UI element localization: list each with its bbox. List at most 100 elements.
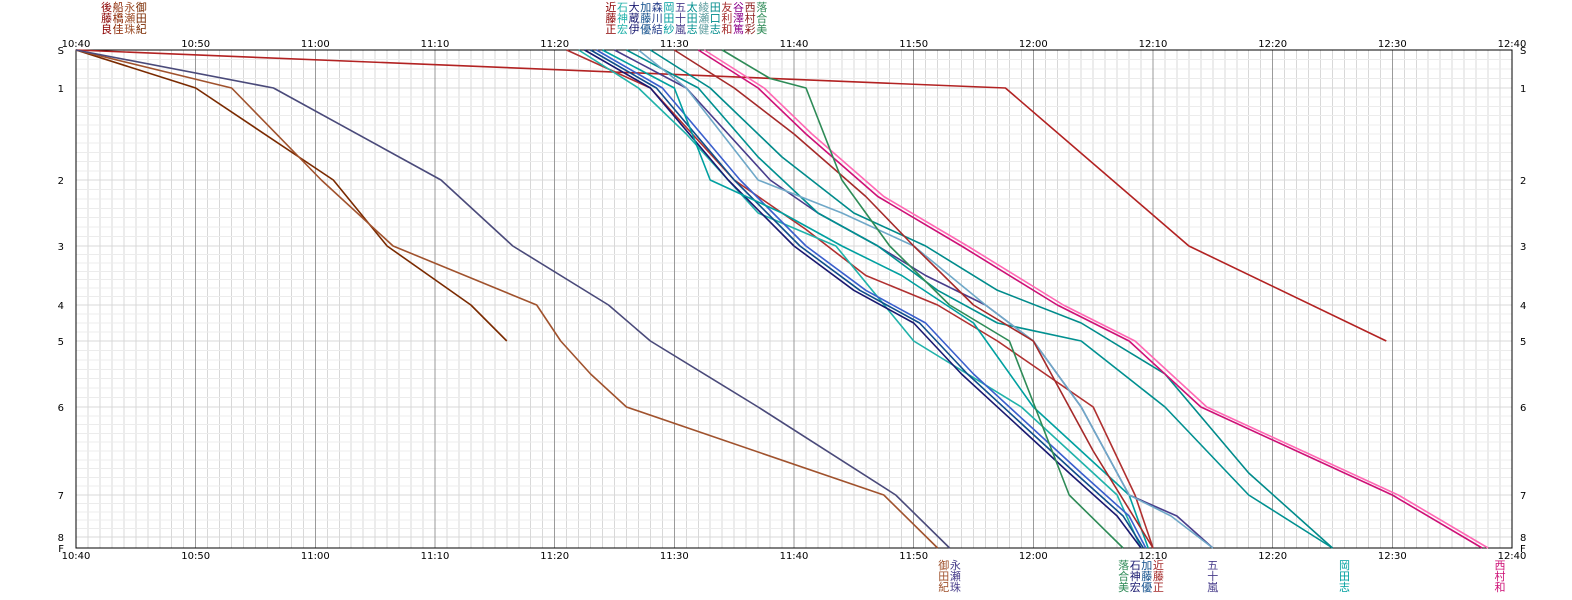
top-name-char: 志: [710, 23, 721, 36]
x-tick-label-top: 12:00: [1019, 39, 1048, 50]
x-tick-label-top: 11:20: [540, 39, 569, 50]
y-tick-label-left: 6: [58, 403, 64, 414]
plot-frame: [75, 49, 1513, 549]
bottom-name-char: 美: [1118, 581, 1129, 594]
x-tick-label-top: 11:10: [421, 39, 450, 50]
top-name-char: 綾: [698, 1, 709, 14]
x-tick-label-top: 12:30: [1378, 39, 1407, 50]
bottom-name-char: 永: [950, 558, 961, 572]
x-tick-label-bottom: 10:40: [62, 551, 91, 562]
top-name-char: 紗: [663, 23, 674, 36]
bottom-name-char: 田: [938, 570, 949, 583]
bottom-name-char: 田: [1339, 570, 1350, 583]
y-tick-label-left: 7: [58, 491, 64, 502]
x-tick-label-top: 12:20: [1258, 39, 1287, 50]
top-name-char: 岡: [663, 1, 674, 14]
bottom-name-char: 御: [938, 558, 949, 572]
top-name-char: 嵐: [675, 23, 686, 36]
top-name-char: 西: [745, 1, 756, 14]
y-tick-label-left: 2: [58, 176, 64, 187]
top-name-char: 森: [652, 0, 663, 14]
series-line-17: [703, 49, 1489, 549]
top-name-char: 藤: [605, 12, 616, 25]
top-name-char: 石: [617, 1, 628, 14]
y-tick-label-right: S: [1520, 46, 1526, 57]
top-name-char: 正: [605, 23, 616, 36]
x-tick-label-bottom: 12:00: [1019, 551, 1048, 562]
top-name-char: 田: [710, 1, 721, 14]
series-line-16: [697, 49, 1483, 549]
series-line-1: [75, 49, 1387, 342]
series-line-6: [578, 49, 1142, 549]
x-tick-label-top: 11:30: [660, 39, 689, 50]
top-name-char: 村: [745, 11, 756, 25]
top-name-char: 田: [136, 12, 147, 25]
top-name-char: 紀: [136, 23, 147, 36]
y-tick-label-right: 7: [1520, 491, 1526, 502]
top-name-char: 優: [640, 23, 651, 36]
top-name-char: 谷: [733, 1, 744, 14]
top-name-char: 蔵: [629, 12, 640, 25]
top-name-char: 宏: [617, 22, 628, 36]
top-name-char: 落: [756, 1, 767, 14]
top-name-char: 瀬: [124, 11, 135, 25]
top-name-char: 五: [675, 1, 686, 14]
top-name-char: 神: [617, 11, 628, 25]
series-line-15: [673, 49, 1154, 549]
bottom-name-char: 神: [1130, 569, 1141, 583]
bottom-name-char: 加: [1141, 559, 1152, 572]
x-tick-label-bottom: 11:30: [660, 551, 689, 562]
top-name-char: 川: [652, 12, 663, 25]
bottom-name-char: 十: [1207, 569, 1218, 583]
y-tick-label-right: 8: [1520, 533, 1526, 544]
series-line-14: [649, 49, 1334, 549]
top-name-char: 彩: [745, 23, 756, 36]
x-tick-label-top: 11:40: [780, 39, 809, 50]
series-line-8: [590, 49, 1145, 549]
x-tick-label-top: 12:40: [1498, 39, 1527, 50]
y-tick-label-left: S: [58, 46, 64, 57]
bottom-name-char: 近: [1153, 559, 1164, 572]
top-name-char: 近: [605, 1, 616, 14]
x-tick-label-bottom: 12:40: [1498, 551, 1527, 562]
top-name-char: 後: [101, 0, 112, 14]
series-line-2: [75, 49, 508, 342]
top-name-char: 良: [101, 22, 112, 36]
top-name-char: 利: [721, 12, 732, 25]
bottom-name-char: 宏: [1130, 580, 1141, 594]
bottom-name-char: 優: [1141, 581, 1152, 594]
y-tick-label-left: 4: [58, 301, 64, 312]
top-name-char: 御: [136, 0, 147, 14]
top-name-char: 健: [698, 23, 709, 36]
y-tick-label-right: 6: [1520, 403, 1526, 414]
bottom-name-char: 藤: [1141, 570, 1152, 583]
top-name-char: 太: [687, 1, 698, 14]
top-name-char: 伊: [629, 23, 640, 36]
y-tick-label-right: 1: [1520, 84, 1526, 95]
top-name-char: 志: [687, 23, 698, 36]
bottom-name-char: 正: [1153, 581, 1164, 594]
top-name-char: 橋: [113, 11, 124, 25]
top-name-char: 永: [124, 0, 135, 14]
series-line-5: [566, 49, 1154, 549]
bottom-name-char: 嵐: [1207, 581, 1218, 594]
top-name-char: 珠: [124, 22, 135, 36]
series-line-3: [75, 49, 939, 549]
top-name-char: 瀬: [698, 11, 709, 25]
top-name-char: 佳: [113, 22, 124, 36]
x-tick-label-bottom: 11:20: [540, 551, 569, 562]
x-tick-label-bottom: 11:40: [780, 551, 809, 562]
names-layer: 後藤良船橋佳永瀬珠御田紀近藤正石神宏大蔵伊加藤優森川結岡田紗五十嵐太田志綾瀬健田…: [101, 0, 1506, 594]
x-tick-label-bottom: 10:50: [181, 551, 210, 562]
bottom-name-char: 岡: [1339, 559, 1350, 572]
top-name-char: 大: [629, 0, 640, 14]
series-line-13: [637, 49, 1214, 549]
bottom-name-char: 珠: [950, 580, 961, 594]
bottom-name-char: 志: [1339, 581, 1350, 594]
series-line-12: [626, 49, 1333, 549]
bottom-name-char: 石: [1130, 559, 1141, 572]
y-tick-label-right: 3: [1520, 242, 1526, 253]
bottom-name-char: 合: [1118, 569, 1129, 583]
y-tick-label-left: 8: [58, 533, 64, 544]
